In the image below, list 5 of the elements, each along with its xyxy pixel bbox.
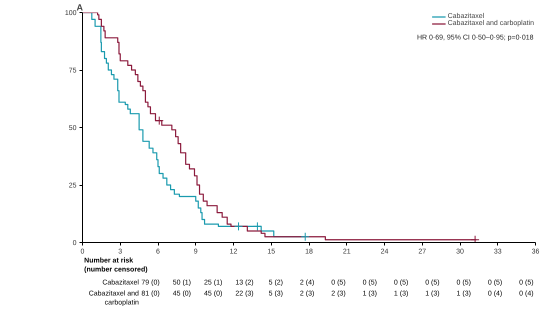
point: [154, 116, 164, 126]
chart-title: A: [76, 2, 84, 12]
point: [252, 222, 262, 231]
point: [234, 222, 244, 231]
point: [300, 232, 310, 242]
